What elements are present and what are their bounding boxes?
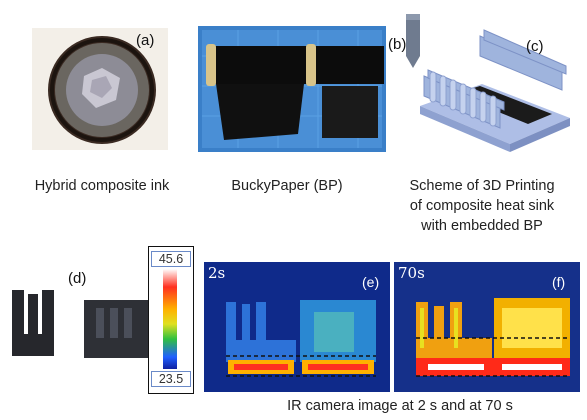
panel-d-label: (d) [68, 270, 87, 287]
caption-c-line-3: with embedded BP [421, 218, 543, 234]
panel-b: (b) [198, 26, 406, 152]
petri-dish-image [32, 28, 168, 150]
colorbar-max-value: 45.6 [151, 251, 191, 267]
panel-f: 70s (f) [394, 262, 580, 392]
printing-scheme-image [406, 14, 570, 152]
panel-c: (c) [400, 10, 578, 160]
ir-image-2s [204, 262, 390, 392]
caption-c-line-1: Scheme of 3D Printing [409, 178, 555, 194]
ir-caption: IR camera image at 2 s and at 70 s [287, 398, 513, 414]
panel-a: (a) [32, 28, 168, 150]
panel-b-label: (b) [388, 36, 407, 53]
panel-a-label: (a) [136, 32, 155, 49]
colorbar-gradient [163, 269, 177, 369]
caption-c-line-2: of composite heat sink [409, 198, 555, 214]
printed-parts-image [12, 290, 148, 358]
temperature-colorbar: 45.6 23.5 [148, 246, 194, 394]
caption-b: BuckyPaper (BP) [231, 178, 343, 194]
panel-e: 2s (e) [204, 262, 390, 392]
buckypaper-image [198, 26, 386, 152]
colorbar-min-value: 23.5 [151, 371, 191, 387]
ir-image-70s [394, 262, 580, 392]
caption-c: Scheme of 3D Printing of composite heat … [384, 176, 580, 236]
panel-c-label: (c) [526, 38, 544, 55]
panel-f-label: (f) [552, 274, 566, 290]
ir-time-70s: 70s [398, 264, 425, 282]
panel-e-label: (e) [362, 274, 380, 290]
caption-a: Hybrid composite ink [34, 178, 170, 194]
panel-d: (d) [6, 254, 156, 374]
ir-time-2s: 2s [208, 264, 226, 282]
